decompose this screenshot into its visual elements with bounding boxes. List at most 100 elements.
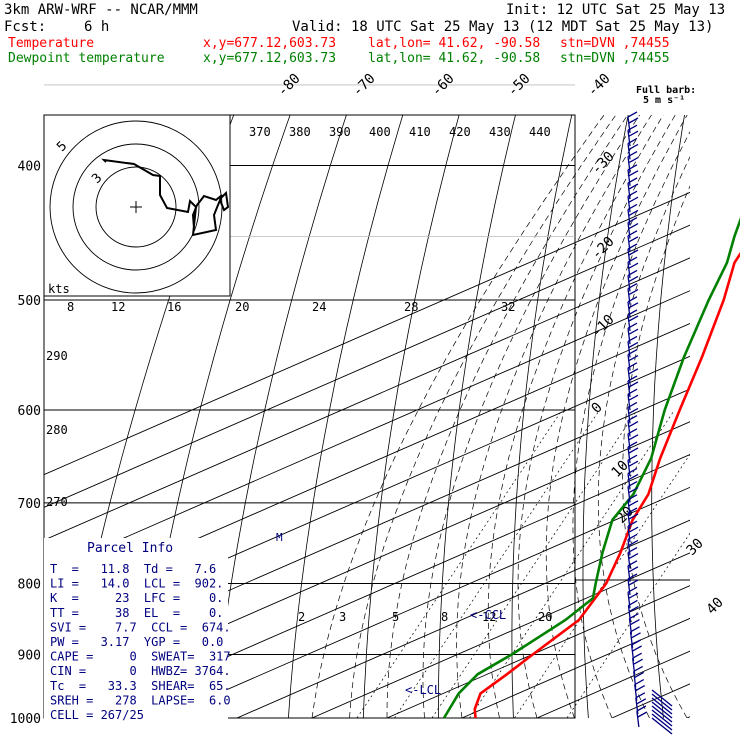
theta-side-label: 290 (46, 349, 68, 363)
theta-label: 420 (449, 125, 471, 139)
isotherm-line (44, 322, 690, 607)
speed-axis-label: 16 (167, 300, 181, 314)
temp-latlon: lat,lon= 41.62, -90.58 (368, 36, 541, 51)
wind-barb (630, 619, 640, 626)
isotherm-line (236, 519, 690, 718)
valid-time: Valid: 18 UTC Sat 25 May 13 (12 MDT Sat … (292, 19, 714, 35)
wind-barb (627, 362, 638, 369)
hodograph-ring (72, 143, 200, 271)
wind-barb-low (651, 717, 673, 735)
wind-barb (628, 539, 639, 546)
theta-label: 430 (489, 125, 511, 139)
wind-barb (628, 249, 639, 256)
wind-barb (627, 182, 631, 200)
wind-barb-low (651, 689, 673, 707)
wind-barb (628, 368, 639, 375)
wind-barb (627, 592, 631, 609)
wind-barb (627, 460, 631, 477)
wind-barb-low (651, 697, 673, 715)
wind-barb (628, 275, 639, 282)
parcel-title: Parcel Info (87, 541, 173, 556)
wind-barb (628, 447, 639, 454)
parcel-row: CAPE = 0 SWEAT= 317 (50, 650, 231, 664)
wind-barb (629, 605, 639, 612)
wind-barb (627, 301, 631, 318)
wind-barb (628, 209, 639, 216)
wind-barb (627, 375, 638, 382)
speed-axis-label: 20 (235, 300, 249, 314)
legend-dewpoint: Dewpoint temperature (8, 51, 165, 66)
wind-barb (627, 526, 631, 543)
isotherm-line (44, 421, 690, 705)
wind-barb (627, 539, 631, 556)
moist-adiabat (311, 115, 605, 718)
wind-barb (628, 599, 638, 606)
wind-barb (627, 169, 631, 186)
wind-barb (628, 183, 639, 190)
wind-barb (630, 626, 640, 633)
wind-barb (637, 711, 648, 718)
wind-barb (627, 296, 638, 303)
wind-barb (628, 434, 639, 441)
wind-barb (628, 236, 639, 243)
wind-barb (628, 196, 639, 203)
wind-barb (627, 507, 638, 514)
isotherm-line (44, 257, 690, 541)
dewpoint-trace (442, 217, 740, 719)
wind-barb (627, 235, 631, 252)
pressure-tick-label: 500 (18, 294, 41, 309)
wind-barb (633, 665, 644, 672)
dry-adiabat (651, 115, 685, 718)
isotherm-label: 0 (589, 400, 606, 417)
speed-axis-label: 28 (404, 300, 418, 314)
wind-barb (628, 117, 639, 124)
wind-barb (627, 573, 638, 580)
wind-barb (627, 230, 638, 237)
wind-barb (627, 420, 631, 437)
isotherm-label: -50 (505, 71, 534, 100)
isotherm-label: -60 (429, 71, 458, 100)
speed-axis-label: 32 (501, 300, 515, 314)
theta-label: 440 (529, 125, 551, 139)
wind-barb (627, 388, 638, 395)
wind-barb (627, 151, 638, 158)
lcl-label: <-LCL (405, 683, 441, 697)
wind-barb (627, 288, 631, 305)
wind-barb (627, 137, 638, 144)
pressure-tick-label: 700 (18, 497, 41, 512)
pressure-tick-label: 1000 (10, 712, 41, 727)
wind-barb (627, 248, 631, 266)
moist-adiabat (597, 156, 690, 718)
wind-barb (628, 394, 639, 401)
wind-barb (628, 170, 639, 177)
wind-barb (628, 328, 639, 335)
wind-barb (627, 341, 631, 358)
wind-barb (628, 526, 639, 533)
wind-barb (627, 262, 631, 279)
dry-adiabat (582, 115, 629, 718)
wind-barb (635, 685, 646, 692)
wind-barb (627, 520, 638, 527)
wind-barb (627, 486, 631, 503)
wind-barb-low (651, 693, 673, 711)
wind-barb (627, 401, 638, 408)
parcel-row: CIN = 0 HWBZ= 3764. (50, 664, 231, 678)
wind-barb (627, 560, 638, 567)
wind-barb (628, 487, 639, 494)
legend-temperature: Temperature (8, 36, 95, 51)
wind-barb (632, 645, 642, 652)
wind-barb (627, 164, 638, 171)
isotherm-line (86, 454, 690, 718)
isotherm-line (311, 552, 690, 718)
dew-station: stn=DVN ,74455 (560, 51, 670, 66)
barb-legend-title: Full barb: (636, 85, 696, 96)
theta-label: 370 (249, 125, 271, 139)
barb-legend-value: 5 m s⁻¹ (643, 95, 685, 106)
wind-barb (627, 156, 631, 173)
wind-barb (627, 433, 631, 450)
wind-barb (627, 243, 638, 250)
mixing-ratio-line (566, 532, 690, 718)
dew-latlon: lat,lon= 41.62, -90.58 (368, 51, 541, 66)
wind-barb (628, 553, 639, 560)
wind-barb (627, 177, 638, 184)
